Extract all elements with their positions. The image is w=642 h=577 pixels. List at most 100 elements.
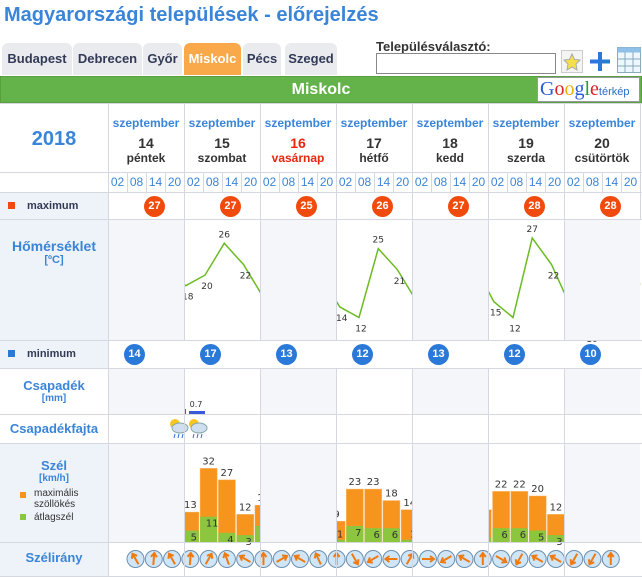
temperature-label: 12	[355, 325, 366, 335]
wind-label: Szél [km/h] maximális szöllökés átlagszél	[0, 444, 108, 542]
hour-divider	[203, 172, 204, 192]
row-divider	[0, 443, 642, 444]
tab-győr[interactable]: Győr	[143, 43, 182, 75]
day-month: szeptember	[264, 116, 332, 130]
temperature-label: 15	[490, 309, 501, 319]
daily-min-badge: 12	[504, 344, 525, 365]
table-view-button[interactable]	[617, 47, 641, 73]
hour-label: 20	[395, 175, 410, 189]
day-shade	[564, 220, 640, 340]
gust-legend-icon	[20, 492, 26, 498]
daily-min-badge: 13	[276, 344, 297, 365]
hour-divider	[355, 172, 356, 192]
tab-budapest[interactable]: Budapest	[2, 43, 72, 75]
row-divider	[0, 192, 642, 193]
wind-gust-label: 12	[550, 502, 563, 513]
hour-divider	[545, 172, 546, 192]
wind-avg-label: 6	[373, 530, 379, 541]
wind-arrow	[238, 554, 251, 563]
wind-gust-label: 13	[184, 500, 197, 511]
temperature-label: 27	[527, 225, 538, 235]
favorite-button[interactable]	[561, 50, 583, 73]
day-header: szeptember 14 péntek	[108, 116, 184, 165]
hour-divider	[469, 172, 470, 192]
hour-divider	[621, 172, 622, 192]
precip-bar	[189, 411, 205, 414]
wind-arrow	[186, 551, 195, 566]
column-divider	[336, 219, 337, 340]
tab-debrecen[interactable]: Debrecen	[73, 43, 142, 75]
hour-label: 14	[300, 175, 315, 189]
wind-avg-label: 4	[227, 535, 233, 546]
daily-max-badge: 26	[372, 196, 393, 217]
day-header: szeptember 16 vasárnap	[260, 116, 336, 165]
column-divider	[336, 368, 337, 577]
temperature-label: 26	[219, 230, 231, 240]
hour-label: 20	[319, 175, 334, 189]
wind-gust-label: 27	[221, 468, 234, 479]
precip-label: Csapadék [mm]	[0, 378, 108, 404]
day-day: 18	[442, 135, 458, 151]
day-header: szeptember 20 csütörtök	[564, 116, 640, 165]
wind-avg-label: 6	[501, 530, 507, 541]
temperature-label: 22	[548, 272, 559, 282]
wind-arrow	[366, 555, 379, 564]
day-shade	[412, 444, 488, 542]
hour-label: 08	[509, 175, 524, 189]
google-map-button[interactable]: Googletérkép	[537, 77, 640, 102]
hour-divider	[317, 172, 318, 192]
wind-arrow	[350, 553, 360, 566]
day-shade	[412, 369, 488, 414]
hour-label: 14	[224, 175, 239, 189]
wind-arrow	[421, 555, 436, 563]
tab-miskolc[interactable]: Miskolc	[184, 43, 241, 75]
settlement-selector-label: Településválasztó:	[376, 39, 491, 54]
column-divider	[640, 103, 641, 219]
wind-arrow	[549, 554, 562, 563]
wind-text: Szél	[40, 458, 67, 473]
wind-gust-label: 22	[495, 479, 508, 490]
wind-avg-label: 5	[538, 533, 544, 544]
daily-min-badge: 12	[352, 344, 373, 365]
wind-avg-bar	[547, 535, 565, 542]
hour-label: 08	[129, 175, 144, 189]
daily-max-badge: 25	[296, 196, 317, 217]
column-divider	[564, 368, 565, 577]
settlement-selector-input[interactable]	[376, 53, 556, 74]
daily-min-badge: 17	[200, 344, 221, 365]
temperature-label: 12	[509, 325, 520, 335]
daily-max-badge: 27	[448, 196, 469, 217]
wind-arrow	[130, 552, 140, 565]
temperature-label: 14	[336, 314, 348, 324]
hour-label: 02	[186, 175, 201, 189]
hour-label: 14	[148, 175, 163, 189]
hour-label: 08	[585, 175, 600, 189]
hour-label: 08	[205, 175, 220, 189]
wind-gust-label: 12	[239, 502, 252, 513]
wind-avg-bar	[236, 535, 254, 542]
row-divider	[0, 368, 642, 369]
row-divider	[0, 172, 642, 173]
row-divider	[0, 219, 642, 220]
daily-min-badge: 14	[124, 344, 145, 365]
add-button[interactable]	[589, 50, 611, 73]
day-shade	[260, 220, 336, 340]
tab-pécs[interactable]: Pécs	[243, 43, 281, 75]
hour-label: 02	[566, 175, 581, 189]
column-divider	[488, 103, 489, 219]
wind-avg-bar	[200, 516, 218, 542]
column-divider	[184, 368, 185, 577]
day-header: szeptember 18 kedd	[412, 116, 488, 165]
city-header: Miskolc	[0, 76, 642, 103]
hour-label: 02	[338, 175, 353, 189]
wind-arrow	[313, 552, 322, 565]
wind-avg-label: 1	[337, 530, 343, 541]
page-title: Magyarországi települések - előrejelzés	[4, 4, 379, 26]
column-divider	[564, 219, 565, 340]
wind-avg-bar	[181, 530, 199, 542]
hour-label: 20	[167, 175, 182, 189]
tab-szeged[interactable]: Szeged	[285, 43, 337, 75]
row-divider	[0, 414, 642, 415]
wind-arrow	[457, 554, 471, 563]
wind-gust-label: 32	[202, 456, 215, 467]
